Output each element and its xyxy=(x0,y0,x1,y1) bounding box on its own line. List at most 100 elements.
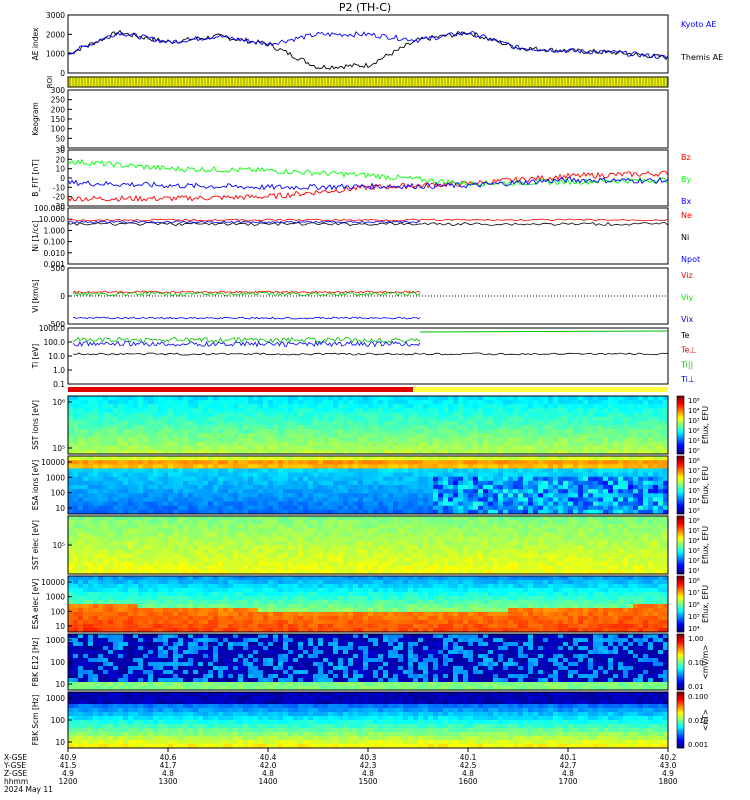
sst-elec-cell xyxy=(148,520,154,525)
sst-elec-cell xyxy=(198,540,204,546)
esa-ion-cell xyxy=(448,497,454,502)
sst-elec-cell xyxy=(203,569,209,575)
sst-ion-colorbar-cell xyxy=(677,401,684,405)
esa-ion-cell xyxy=(543,460,549,465)
esa-ion-cell xyxy=(413,493,419,498)
esa-ion-cell xyxy=(588,476,594,482)
bfit-tick-label: -20 xyxy=(53,193,65,202)
sst-elec-cell xyxy=(488,545,494,550)
sst-elec-cell xyxy=(203,557,209,562)
esa-ion-cell xyxy=(513,464,519,469)
sst-ion-cell xyxy=(238,425,244,430)
sst-elec-cell xyxy=(153,549,159,554)
sst-elec-cell xyxy=(73,569,79,575)
esa-ion-cell xyxy=(283,509,289,515)
sst-elec-cell xyxy=(398,553,404,558)
esa-ion-cell xyxy=(403,505,409,511)
esa-ion-cell xyxy=(183,505,189,511)
sst-elec-cell xyxy=(298,565,304,571)
sst-ion-cell xyxy=(518,433,524,438)
esa-ion-cell xyxy=(513,472,519,478)
esa-ion-cell xyxy=(98,480,104,486)
sst-ion-cell xyxy=(223,425,229,430)
esa-ion-cell xyxy=(128,464,134,469)
sst-elec-cell xyxy=(83,549,89,554)
esa-ion-cell xyxy=(163,472,169,478)
sst-ion-cell xyxy=(323,412,329,418)
esa-ion-cell xyxy=(143,468,149,473)
sst-elec-cell xyxy=(348,545,354,550)
sst-ion-cell xyxy=(83,441,89,447)
esa-ion-cell xyxy=(298,493,304,498)
sst-ion-cell xyxy=(338,420,344,426)
sst-ion-cell xyxy=(318,441,324,447)
esa-ion-cell xyxy=(133,456,139,461)
sst-elec-cell xyxy=(233,549,239,554)
sst-elec-cell xyxy=(353,528,359,533)
sst-elec-cell xyxy=(333,536,339,542)
sst-elec-cell xyxy=(118,553,124,558)
sst-elec-cell xyxy=(128,553,134,558)
sst-ion-colorbar-cell xyxy=(677,440,684,443)
esa-ion-cell xyxy=(478,509,484,515)
sst-ion-cell xyxy=(98,437,104,442)
esa-ion-cell xyxy=(573,456,579,461)
sst-elec-cell xyxy=(258,553,264,558)
sst-ion-cell xyxy=(633,404,639,409)
esa-ion-cell xyxy=(513,509,519,515)
esa-ion-cell xyxy=(223,468,229,473)
esa-ion-colorbar-cell xyxy=(677,498,684,501)
esa-ion-cell xyxy=(423,485,429,490)
sst-elec-cell xyxy=(73,528,79,533)
sst-elec-cell xyxy=(193,553,199,558)
sst-elec-cell xyxy=(508,520,514,525)
esa-ion-cell xyxy=(443,497,449,502)
esa-ion-colorbar-label: Eflux, EFU xyxy=(701,466,710,504)
sst-ion-cell xyxy=(628,445,634,451)
esa-ion-cell xyxy=(108,509,114,515)
sst-ion-cell xyxy=(313,416,319,422)
sst-elec-cell xyxy=(208,565,214,571)
sst-ion-cell xyxy=(288,412,294,418)
esa-ion-cell xyxy=(523,485,529,490)
esa-ion-cell xyxy=(373,485,379,490)
sst-elec-cell xyxy=(413,516,419,521)
esa-ion-cell xyxy=(408,501,414,507)
esa-ion-cell xyxy=(193,476,199,482)
sst-ion-cell xyxy=(538,425,544,430)
sst-elec-cell xyxy=(318,561,324,567)
sst-ion-cell xyxy=(243,437,249,442)
sst-elec-cell xyxy=(243,561,249,567)
sst-ion-cell xyxy=(313,449,319,455)
sst-ion-cell xyxy=(103,441,109,447)
sst-ion-cell xyxy=(508,437,514,442)
sst-ion-cell xyxy=(538,445,544,451)
sst-elec-cell xyxy=(113,520,119,525)
esa-ion-cell xyxy=(248,497,254,502)
esa-ion-cell xyxy=(658,509,664,515)
sst-ion-cell xyxy=(303,425,309,430)
esa-ion-cell xyxy=(318,493,324,498)
sst-ion-cell xyxy=(193,416,199,422)
esa-ion-cell xyxy=(73,505,79,511)
sst-ion-cell xyxy=(93,396,99,401)
sst-ion-cell xyxy=(208,433,214,438)
esa-ion-cell xyxy=(548,472,554,478)
esa-ion-cell xyxy=(623,501,629,507)
sst-elec-cell xyxy=(288,553,294,558)
sst-ion-cell xyxy=(643,429,649,434)
sst-ion-cell xyxy=(653,429,659,434)
esa-ion-colorbar-cell xyxy=(677,496,684,499)
sst-ion-cell xyxy=(648,449,654,455)
sst-elec-cell xyxy=(383,536,389,542)
sst-ion-cell xyxy=(603,400,609,405)
esa-ion-cell xyxy=(288,501,294,507)
sst-elec-cell xyxy=(408,553,414,558)
sst-elec-cell xyxy=(163,540,169,546)
esa-ion-cell xyxy=(88,472,94,478)
sst-ion-cell xyxy=(663,396,669,401)
sst-ion-cell xyxy=(93,412,99,418)
sst-elec-cell xyxy=(243,549,249,554)
esa-ion-cell xyxy=(438,476,444,482)
sst-ion-cell xyxy=(108,412,114,418)
